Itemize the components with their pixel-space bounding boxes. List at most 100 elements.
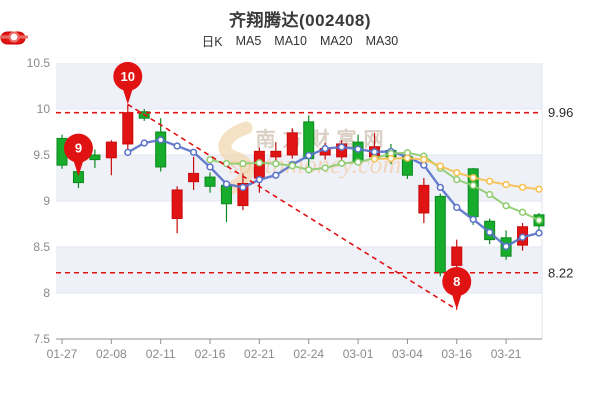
ma20-point (535, 185, 543, 193)
candle-body-down (204, 176, 216, 187)
candle-body-up (237, 183, 249, 207)
ma20-point (485, 177, 494, 185)
ma5-point (321, 144, 329, 153)
ma5-point (436, 183, 444, 192)
ma5-point (140, 139, 148, 147)
ma5-point (502, 242, 510, 251)
x-axis-tick-label: 03-16 (441, 347, 472, 361)
marker-pin (442, 267, 472, 297)
ma20-point (387, 154, 395, 163)
candle-body-up (171, 189, 183, 219)
reference-line-label: 9.96 (548, 105, 573, 120)
legend-label: MA5 (235, 33, 262, 48)
ma10-point (288, 162, 296, 170)
candle-body-down (155, 131, 167, 168)
candle-body-down (220, 184, 232, 205)
legend-item-ma30[interactable]: MA30 (0, 31, 399, 48)
legend-label: MA20 (319, 33, 353, 48)
reference-line-label: 8.22 (548, 265, 573, 280)
x-axis-tick-label: 03-04 (392, 347, 423, 361)
y-axis-tick-label: 7.5 (33, 332, 50, 346)
x-axis-tick-label: 03-21 (491, 347, 522, 361)
marker-pin-label: 8 (453, 274, 460, 289)
legend-label: MA30 (365, 33, 399, 48)
ma20-point (518, 183, 527, 191)
ma5-point (189, 148, 198, 156)
legend-label: MA10 (274, 33, 307, 48)
ma10-point (502, 202, 510, 210)
ma5-point (535, 229, 543, 237)
candle-body-up (122, 112, 134, 145)
x-axis-tick-label: 02-24 (293, 347, 324, 361)
ma10-point (272, 160, 280, 168)
ma10-point (469, 181, 477, 190)
ma10-point (255, 159, 264, 167)
ma10-point (518, 208, 527, 216)
trend-line (127, 103, 458, 311)
ma20-point (502, 180, 510, 189)
marker-pin-label: 9 (75, 141, 82, 156)
y-axis-tick-label: 8.5 (33, 240, 50, 254)
watermark-swoosh-icon (218, 121, 254, 197)
ma10-point (354, 158, 362, 166)
ma10-point (321, 164, 329, 172)
ma5-point (469, 215, 477, 224)
ma5-point (255, 176, 264, 184)
ma-legend-icon (0, 31, 28, 43)
y-axis-tick-label: 10.5 (27, 56, 51, 70)
ma5-point (206, 163, 214, 171)
ma20-point (469, 173, 477, 182)
y-axis-tick-label: 8 (43, 286, 50, 300)
ma20-point (453, 169, 461, 177)
ma5-point (173, 142, 181, 150)
candle-body-up (418, 184, 430, 214)
ma10-point (222, 159, 231, 168)
legend-label: 日K (201, 35, 223, 49)
ma10-point (305, 166, 313, 174)
candle-body-up (188, 172, 200, 183)
ma10-point (535, 216, 543, 224)
plot-band (56, 201, 542, 247)
y-axis-tick-label: 9.5 (33, 148, 50, 162)
ma5-point (453, 203, 461, 212)
ma10-point (485, 190, 494, 199)
candle-body-down (434, 195, 446, 274)
x-axis-tick-label: 02-08 (96, 347, 127, 361)
x-axis-tick-label: 02-21 (244, 347, 275, 361)
ma20-point (403, 154, 412, 162)
ma10-point (239, 159, 247, 168)
ma5-point (239, 183, 247, 192)
x-axis-tick-label: 03-01 (343, 347, 374, 361)
candle-body-down (89, 154, 101, 161)
candle-body-up (105, 141, 117, 159)
ma5-point (370, 148, 379, 156)
plot-band (56, 293, 542, 339)
ma5-point (354, 145, 362, 153)
ma5-point (485, 228, 494, 236)
marker-pin-label: 10 (121, 69, 135, 84)
ma5-point (272, 171, 280, 179)
x-axis-tick-label: 02-11 (146, 347, 176, 361)
ma10-point (206, 156, 214, 164)
candle-body-up (451, 246, 463, 266)
ma5-point (337, 143, 346, 151)
page-title: 齐翔腾达(002408) (228, 11, 372, 30)
y-axis-tick-label: 10 (37, 102, 51, 116)
ma10-point (453, 176, 461, 184)
y-axis-tick-label: 9 (43, 194, 50, 208)
marker-pin (113, 61, 143, 91)
ma5-point (305, 151, 313, 160)
ma20-point (436, 162, 444, 170)
ma5-point (157, 136, 165, 144)
ma5-point (222, 180, 231, 188)
ma5-point (518, 233, 527, 241)
legend: 日K MA5 MA10 MA20 MA30 (0, 31, 600, 50)
ma5-point (124, 148, 132, 157)
ma20-point (420, 155, 428, 164)
x-axis-tick-label: 02-16 (195, 347, 226, 361)
ma10-point (337, 159, 346, 168)
marker-pin (63, 133, 93, 163)
ma20-point (370, 155, 379, 163)
